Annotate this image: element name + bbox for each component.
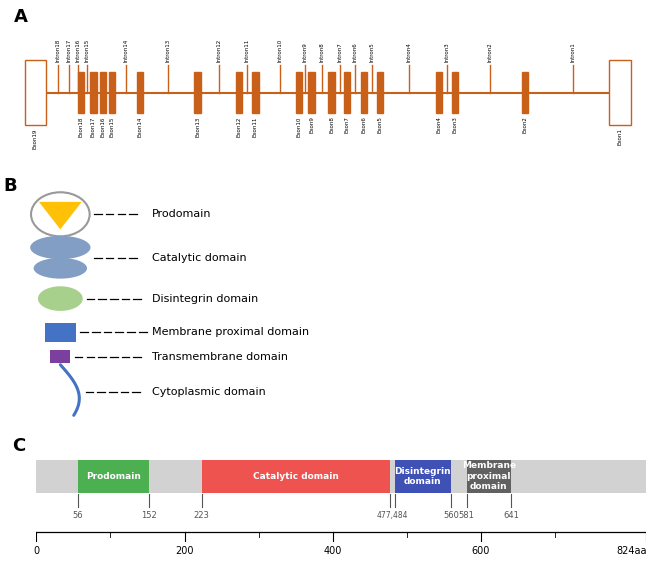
Bar <box>137 72 143 113</box>
Text: Exon2: Exon2 <box>522 116 527 133</box>
Text: Exon18: Exon18 <box>78 116 84 137</box>
Text: 223: 223 <box>194 511 210 520</box>
Text: Intron5: Intron5 <box>369 42 375 62</box>
Bar <box>109 72 115 113</box>
Text: Intron2: Intron2 <box>487 42 493 62</box>
Text: Intron12: Intron12 <box>217 39 222 62</box>
Text: Exon9: Exon9 <box>309 116 314 133</box>
Text: 581: 581 <box>459 511 475 520</box>
Text: Membrane proximal domain: Membrane proximal domain <box>152 327 309 337</box>
Text: Intron18: Intron18 <box>56 39 60 62</box>
Text: Membrane
proximal
domain: Membrane proximal domain <box>461 461 516 491</box>
Bar <box>308 72 315 113</box>
Text: Intron11: Intron11 <box>245 39 250 62</box>
Bar <box>522 72 528 113</box>
Text: Catalytic domain: Catalytic domain <box>152 254 247 263</box>
Text: 560: 560 <box>443 511 459 520</box>
Text: Exon1: Exon1 <box>617 128 623 145</box>
Text: Exon7: Exon7 <box>345 116 349 133</box>
Text: Intron10: Intron10 <box>278 39 283 62</box>
Bar <box>361 72 367 113</box>
Text: Intron3: Intron3 <box>444 42 450 62</box>
Text: Intron7: Intron7 <box>337 42 342 62</box>
Text: Exon19: Exon19 <box>33 128 38 149</box>
Text: 152: 152 <box>141 511 157 520</box>
Text: 600: 600 <box>471 547 490 556</box>
Text: Exon5: Exon5 <box>378 116 383 133</box>
Bar <box>344 72 350 113</box>
Bar <box>467 460 511 492</box>
Text: A: A <box>14 8 28 26</box>
Bar <box>377 72 383 113</box>
Text: Exon6: Exon6 <box>361 116 367 133</box>
Ellipse shape <box>34 258 87 279</box>
Text: Intron1: Intron1 <box>570 42 575 62</box>
Text: Exon15: Exon15 <box>109 116 115 137</box>
Text: 477,484: 477,484 <box>377 511 408 520</box>
Bar <box>45 323 76 342</box>
Text: Disintegrin
domain: Disintegrin domain <box>394 467 452 486</box>
Text: Intron9: Intron9 <box>303 42 308 62</box>
Bar <box>296 72 302 113</box>
Text: Intron6: Intron6 <box>353 42 357 62</box>
Text: Exon11: Exon11 <box>253 116 258 137</box>
Ellipse shape <box>30 236 90 259</box>
Text: 200: 200 <box>175 547 194 556</box>
Text: 56: 56 <box>73 511 84 520</box>
Text: C: C <box>12 437 25 454</box>
Text: Intron4: Intron4 <box>407 42 412 62</box>
Bar <box>436 72 442 113</box>
Bar <box>609 60 631 125</box>
Bar <box>394 460 451 492</box>
Text: Exon4: Exon4 <box>437 116 442 133</box>
Text: Intron8: Intron8 <box>319 42 324 62</box>
Text: Exon10: Exon10 <box>296 116 302 137</box>
Text: Intron17: Intron17 <box>66 39 71 62</box>
Text: Exon17: Exon17 <box>91 116 96 137</box>
Ellipse shape <box>38 286 83 311</box>
Text: B: B <box>3 177 17 195</box>
Text: Exon8: Exon8 <box>329 116 334 133</box>
Bar <box>253 72 259 113</box>
Text: Catalytic domain: Catalytic domain <box>253 472 339 481</box>
Bar <box>25 60 46 125</box>
Bar <box>78 72 84 113</box>
Text: Cytoplasmic domain: Cytoplasmic domain <box>152 387 265 397</box>
Text: 400: 400 <box>324 547 341 556</box>
Text: Transmembrane domain: Transmembrane domain <box>152 352 288 362</box>
Text: Disintegrin domain: Disintegrin domain <box>152 294 258 304</box>
Text: Prodomain: Prodomain <box>152 209 211 219</box>
Bar <box>36 460 646 492</box>
Bar <box>328 72 335 113</box>
Bar <box>50 351 70 364</box>
Text: Intron13: Intron13 <box>166 39 170 62</box>
Bar <box>236 72 243 113</box>
Text: Exon13: Exon13 <box>195 116 200 137</box>
Text: 824aa: 824aa <box>616 547 646 556</box>
Bar <box>78 460 149 492</box>
Text: 0: 0 <box>33 547 40 556</box>
Text: Exon14: Exon14 <box>138 116 143 137</box>
Bar <box>90 72 97 113</box>
Text: Intron15: Intron15 <box>85 39 90 62</box>
Text: Intron14: Intron14 <box>123 39 129 62</box>
Bar <box>99 72 106 113</box>
Bar <box>202 460 390 492</box>
Text: Prodomain: Prodomain <box>86 472 141 481</box>
Bar <box>452 72 458 113</box>
Text: 641: 641 <box>503 511 519 520</box>
Bar <box>194 72 201 113</box>
Text: Exon3: Exon3 <box>452 116 457 133</box>
Polygon shape <box>39 202 82 229</box>
Text: Exon16: Exon16 <box>100 116 105 137</box>
Text: Exon12: Exon12 <box>237 116 242 137</box>
Text: Intron16: Intron16 <box>76 39 80 62</box>
